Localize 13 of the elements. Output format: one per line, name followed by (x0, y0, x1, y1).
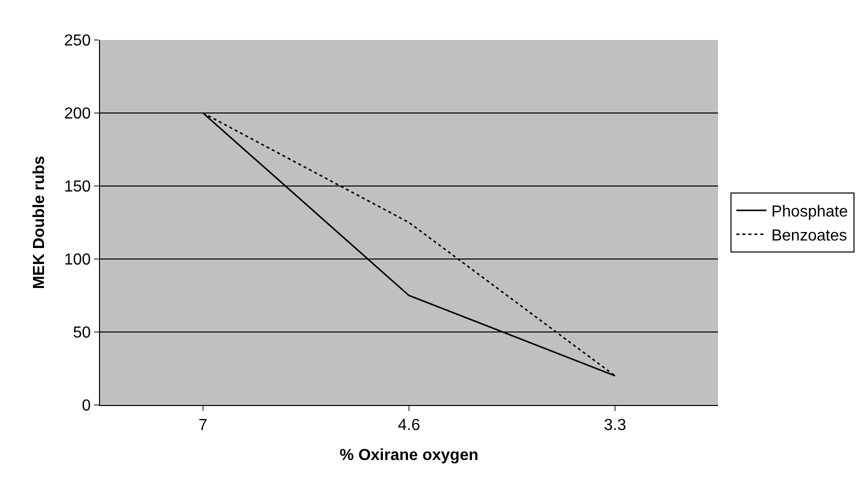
y-axis-title: MEK Double rubs (30, 156, 48, 290)
x-tick-label: 3.3 (604, 417, 626, 434)
x-axis-title: % Oxirane oxygen (340, 446, 478, 464)
y-tick-label: 0 (82, 398, 91, 415)
x-tick-label: 4.6 (398, 417, 420, 434)
y-tick-label: 200 (64, 106, 91, 123)
y-tick-label: 50 (73, 324, 91, 342)
y-tick-label: 150 (64, 178, 91, 196)
x-tick-label: 7 (198, 417, 208, 434)
legend-label: Benzoates (771, 227, 847, 244)
legend-label: Phosphate (771, 204, 848, 221)
y-tick-label: 250 (64, 32, 91, 50)
y-tick-label: 100 (64, 252, 91, 269)
